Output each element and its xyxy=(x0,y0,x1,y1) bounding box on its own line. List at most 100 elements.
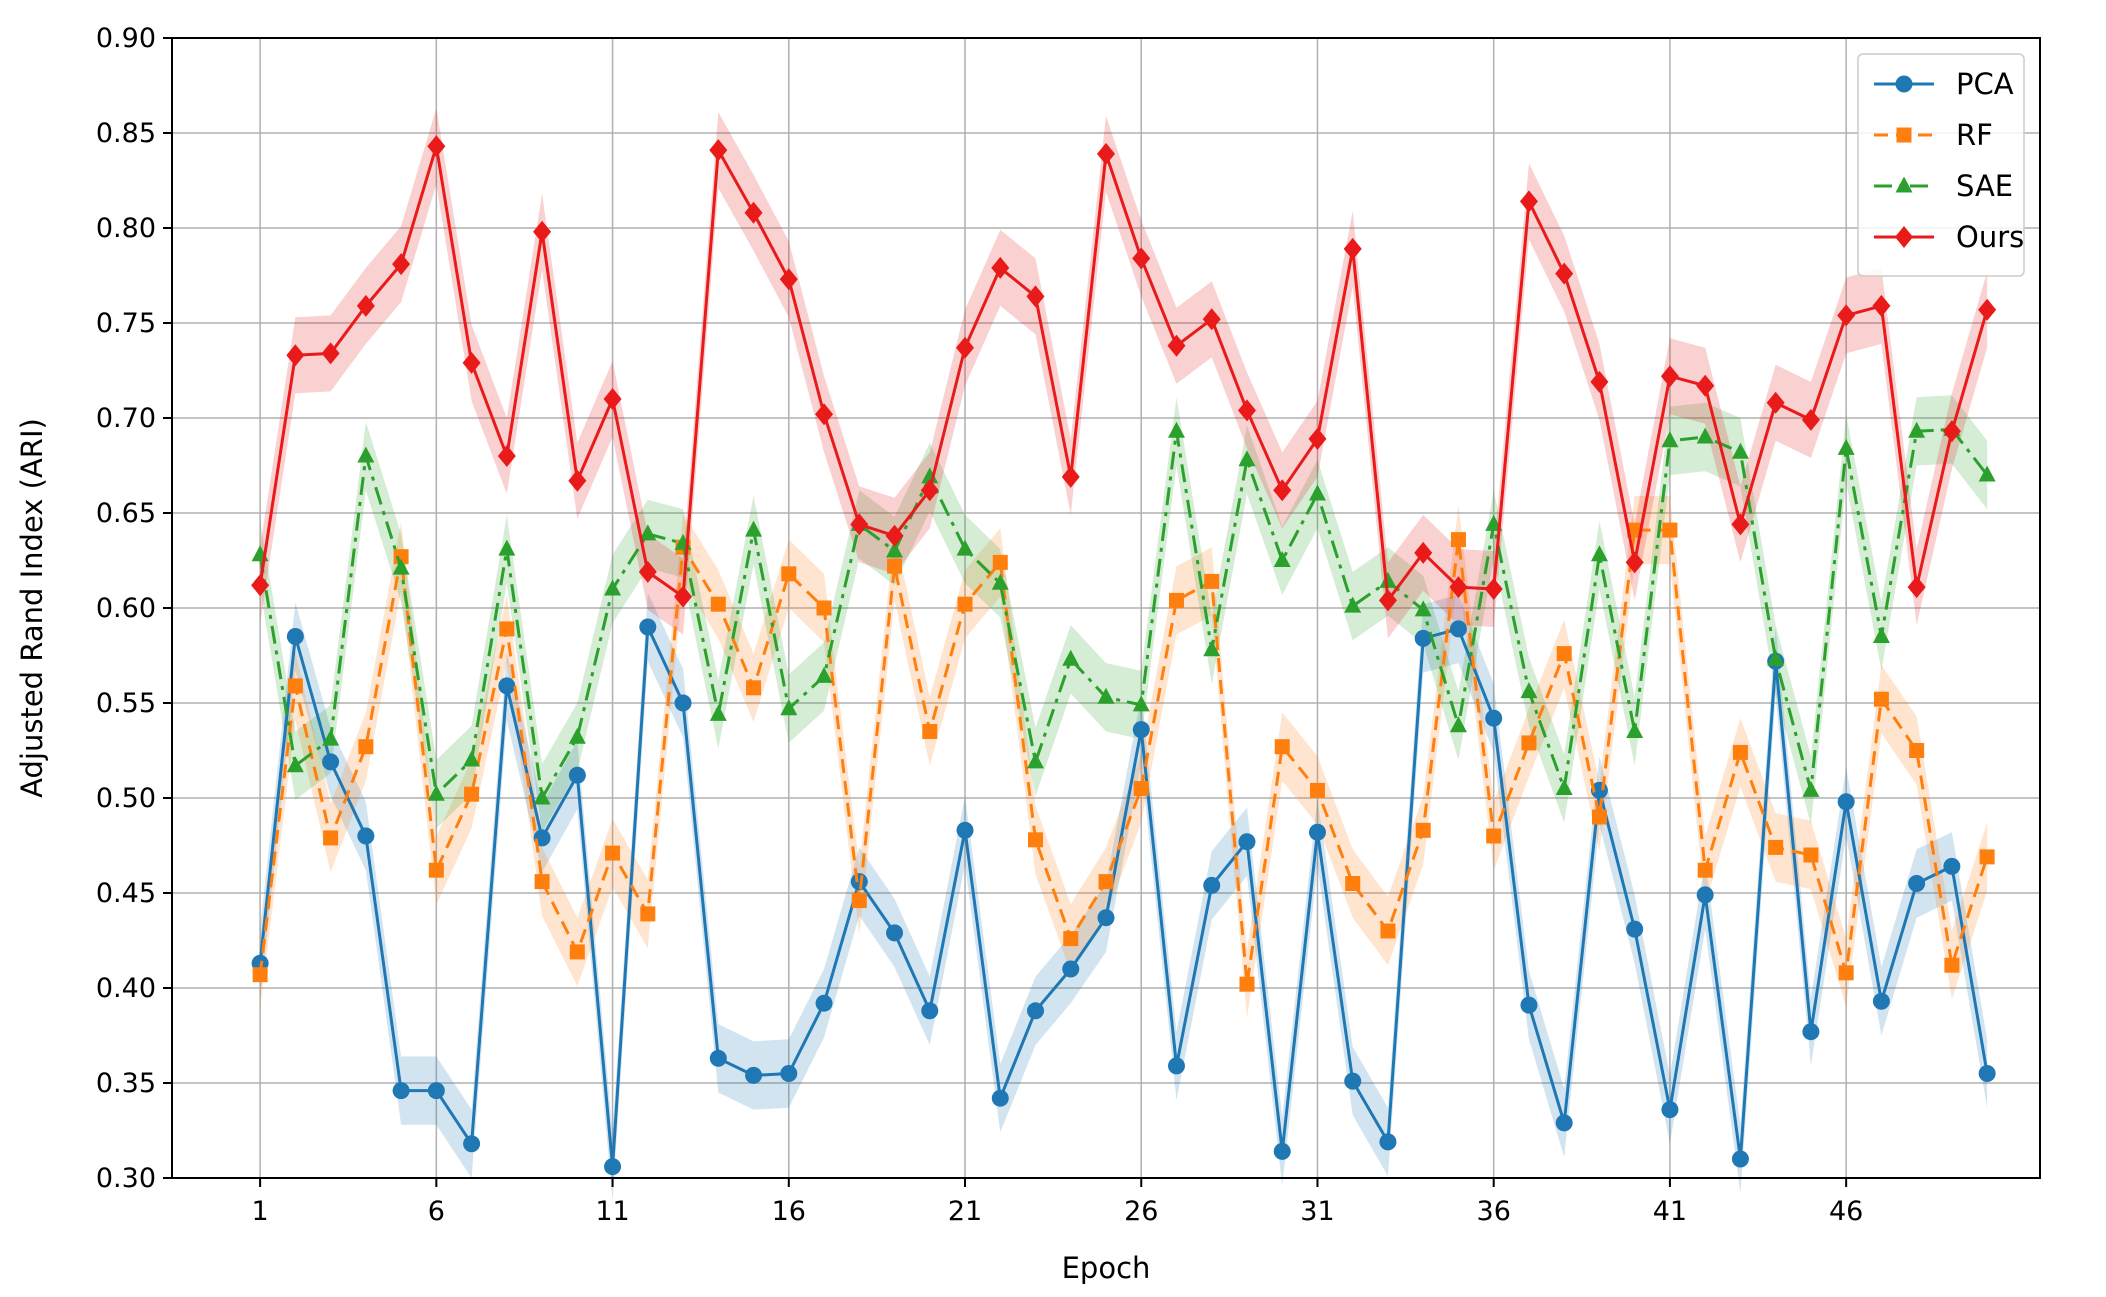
point-sae xyxy=(1379,571,1397,588)
point-pca xyxy=(1379,1133,1397,1151)
point-pca xyxy=(1449,620,1467,638)
point-rf xyxy=(1697,862,1713,878)
point-rf xyxy=(1662,522,1678,538)
y-tick-label: 0.40 xyxy=(96,973,156,1004)
point-pca xyxy=(568,766,586,784)
point-ours xyxy=(1308,427,1327,450)
point-pca xyxy=(1414,629,1432,647)
point-pca xyxy=(1520,996,1538,1014)
point-ours xyxy=(956,336,975,359)
point-pca xyxy=(886,924,904,942)
point-sae xyxy=(1590,545,1608,562)
y-tick-label: 0.50 xyxy=(96,783,156,814)
point-sae xyxy=(568,727,586,744)
point-pca xyxy=(1555,1114,1573,1132)
point-ours xyxy=(1731,513,1750,536)
point-rf xyxy=(1803,847,1819,863)
point-sae xyxy=(1344,596,1362,613)
point-rf xyxy=(1239,976,1255,992)
y-tick-label: 0.80 xyxy=(96,213,156,244)
point-rf xyxy=(1309,782,1325,798)
point-rf xyxy=(534,874,550,890)
point-pca xyxy=(921,1002,939,1020)
point-rf xyxy=(1450,532,1466,548)
point-pca xyxy=(1731,1150,1749,1168)
point-rf xyxy=(851,893,867,909)
point-ours xyxy=(251,574,270,597)
point-rf xyxy=(922,724,938,739)
point-rf xyxy=(428,862,444,878)
point-rf xyxy=(1028,832,1044,848)
point-pca xyxy=(463,1135,481,1153)
point-ours xyxy=(1343,237,1362,260)
point-ours xyxy=(286,344,305,367)
point-pca xyxy=(674,694,692,712)
point-sae xyxy=(709,704,727,721)
y-tick-label: 0.45 xyxy=(96,878,156,909)
point-pca xyxy=(1027,1002,1045,1020)
point-pca xyxy=(1696,886,1714,904)
point-rf xyxy=(1204,573,1220,589)
point-sae xyxy=(1132,695,1150,712)
point-sae xyxy=(1308,484,1326,501)
point-ours xyxy=(991,256,1010,279)
x-tick-label: 46 xyxy=(1829,1196,1863,1227)
x-tick-label: 41 xyxy=(1653,1196,1687,1227)
point-rf xyxy=(781,566,797,582)
point-sae xyxy=(745,520,763,537)
legend-marker-ours xyxy=(1895,226,1913,248)
point-rf xyxy=(746,680,762,696)
point-pca xyxy=(1872,992,1890,1010)
point-ours xyxy=(1414,541,1433,564)
y-tick-label: 0.55 xyxy=(96,688,156,719)
point-sae xyxy=(991,573,1009,590)
legend-marker-rf xyxy=(1896,127,1912,143)
point-ours xyxy=(1097,142,1115,165)
point-pca xyxy=(498,677,516,695)
point-ours xyxy=(1625,551,1644,574)
series-ours xyxy=(251,135,1997,612)
point-pca xyxy=(1661,1101,1679,1119)
point-ours xyxy=(779,268,798,291)
point-ours xyxy=(920,479,939,502)
point-ours xyxy=(1273,479,1292,502)
point-pca xyxy=(1132,721,1150,739)
point-pca xyxy=(815,994,833,1012)
point-rf xyxy=(1873,691,1889,707)
point-pca xyxy=(1238,833,1256,851)
x-tick-label: 21 xyxy=(948,1196,982,1227)
point-pca xyxy=(322,753,340,771)
point-ours xyxy=(815,403,834,426)
point-rf xyxy=(1521,735,1537,751)
point-pca xyxy=(357,827,375,845)
legend-marker-pca xyxy=(1895,75,1913,93)
point-pca xyxy=(1308,823,1326,841)
point-rf xyxy=(1133,781,1149,796)
confidence-bands xyxy=(260,108,1988,1201)
point-rf xyxy=(816,600,832,616)
line-sae xyxy=(258,427,1989,800)
point-sae xyxy=(921,467,939,484)
y-tick-label: 0.75 xyxy=(96,308,156,339)
point-sae xyxy=(956,539,974,556)
point-rf xyxy=(1345,876,1361,891)
y-tick-label: 0.65 xyxy=(96,498,156,529)
point-ours xyxy=(497,445,516,467)
point-sae xyxy=(1520,682,1538,699)
point-sae xyxy=(1767,649,1785,666)
y-tick-label: 0.70 xyxy=(96,403,156,434)
series-sae xyxy=(251,419,1996,805)
point-rf xyxy=(323,830,339,846)
point-pca xyxy=(780,1065,798,1082)
point-rf xyxy=(287,678,303,694)
point-pca xyxy=(427,1082,445,1100)
point-ours xyxy=(1801,408,1820,431)
point-ours xyxy=(1237,399,1256,422)
x-tick-label: 31 xyxy=(1300,1196,1334,1227)
point-ours xyxy=(356,294,375,317)
point-pca xyxy=(709,1049,727,1067)
point-sae xyxy=(1273,551,1291,567)
point-sae xyxy=(886,541,904,558)
point-ours xyxy=(1942,420,1961,443)
